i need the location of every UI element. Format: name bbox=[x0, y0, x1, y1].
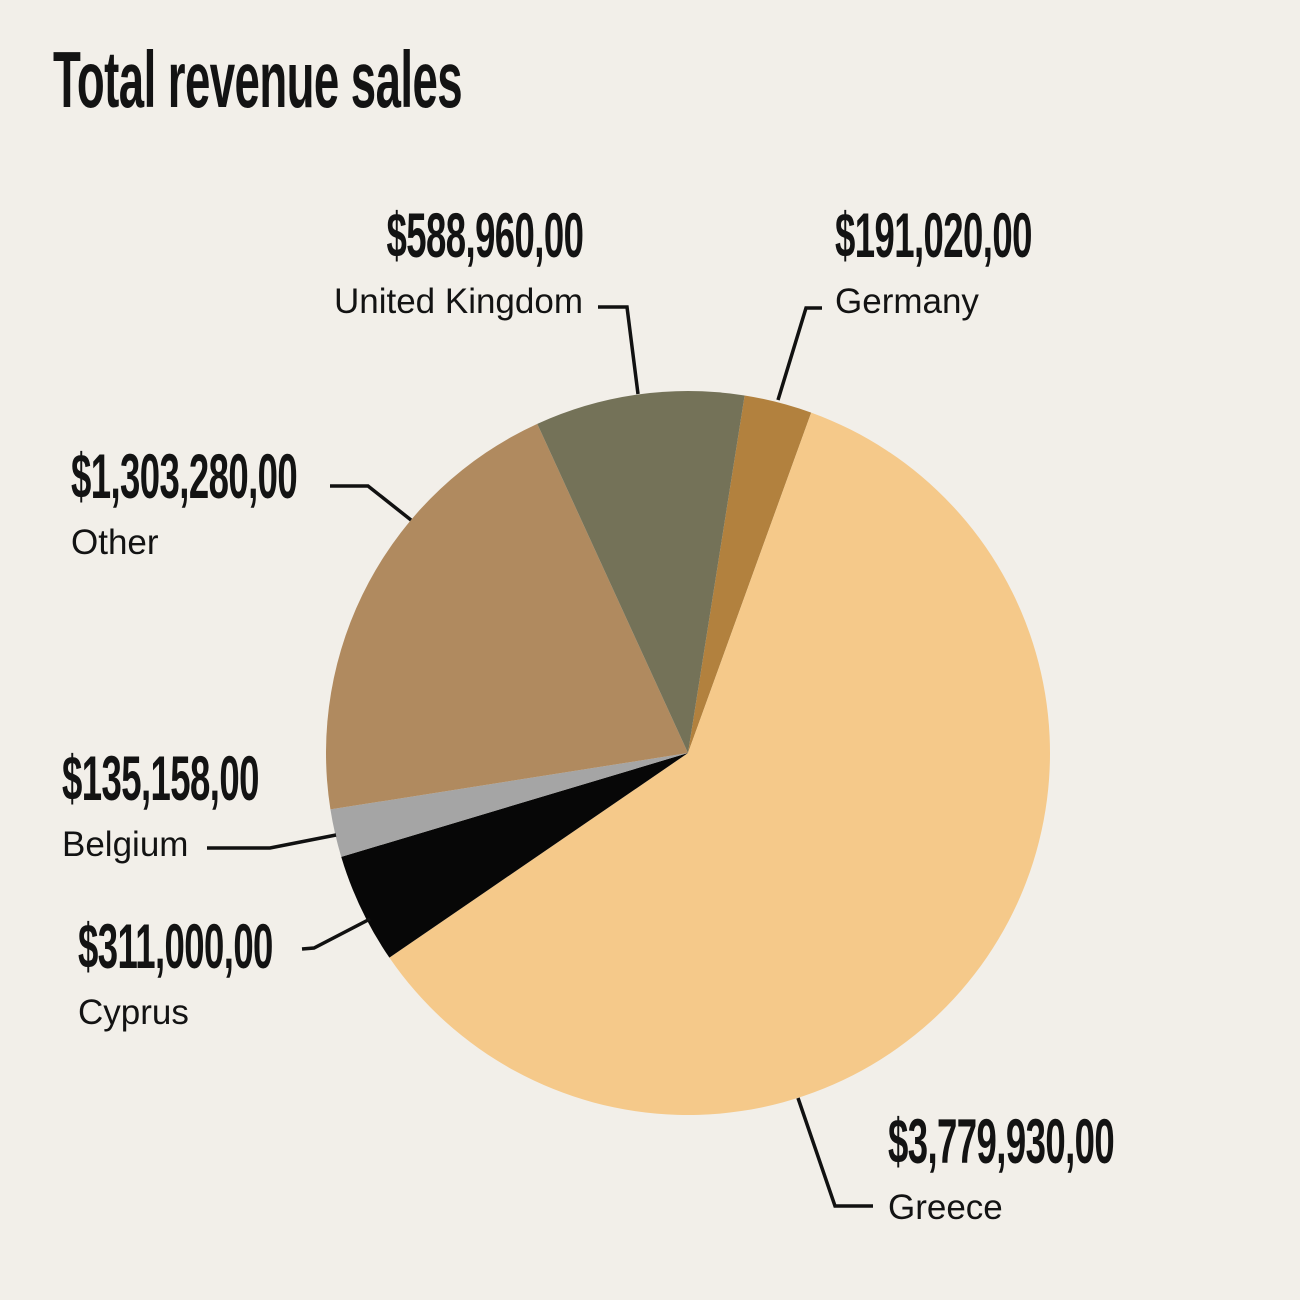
leader-line-other bbox=[330, 484, 413, 522]
slice-country-united-kingdom: United Kingdom bbox=[333, 282, 583, 321]
leader-line-germany bbox=[776, 306, 822, 401]
leader-line-cyprus bbox=[301, 917, 371, 951]
slice-country-greece: Greece bbox=[888, 1188, 1003, 1227]
pie-slice-germany bbox=[688, 395, 812, 753]
pie-slice-cyprus bbox=[341, 753, 688, 958]
chart-title-text: Total revenue sales bbox=[53, 35, 463, 124]
leader-line-belgium bbox=[207, 833, 337, 850]
leader-lines bbox=[207, 305, 873, 1208]
slice-label-germany: $191,020,00 Germany bbox=[835, 205, 1174, 322]
slice-label-greece: $3,779,930,00 Greece bbox=[888, 1111, 1278, 1228]
slice-value-germany: $191,020,00 bbox=[835, 201, 1032, 271]
pie-slices bbox=[326, 391, 1050, 1115]
slice-value-united-kingdom: $588,960,00 bbox=[386, 201, 583, 271]
slice-label-united-kingdom: $588,960,00 United Kingdom bbox=[244, 201, 584, 322]
slice-country-other: Other bbox=[71, 523, 159, 562]
slice-label-cyprus: $311,000,00 Cyprus bbox=[78, 916, 414, 1033]
pie-slice-belgium bbox=[330, 753, 688, 857]
leader-line-greece bbox=[796, 1097, 873, 1208]
pie-slice-united-kingdom bbox=[537, 391, 745, 753]
chart-title: Total revenue sales bbox=[53, 40, 771, 120]
slice-country-cyprus: Cyprus bbox=[78, 993, 189, 1032]
slice-country-germany: Germany bbox=[835, 282, 979, 321]
slice-value-cyprus: $311,000,00 bbox=[78, 912, 273, 982]
pie-slice-other bbox=[326, 423, 688, 810]
slice-value-other: $1,303,280,00 bbox=[71, 442, 298, 512]
slice-label-belgium: $135,158,00 Belgium bbox=[62, 748, 401, 865]
pie-slice-greece bbox=[389, 412, 1050, 1115]
leader-line-united-kingdom bbox=[598, 305, 640, 395]
slice-value-belgium: $135,158,00 bbox=[62, 744, 259, 814]
slice-value-greece: $3,779,930,00 bbox=[888, 1107, 1115, 1177]
slice-country-belgium: Belgium bbox=[62, 825, 189, 864]
slice-label-other: $1,303,280,00 Other bbox=[71, 446, 461, 563]
